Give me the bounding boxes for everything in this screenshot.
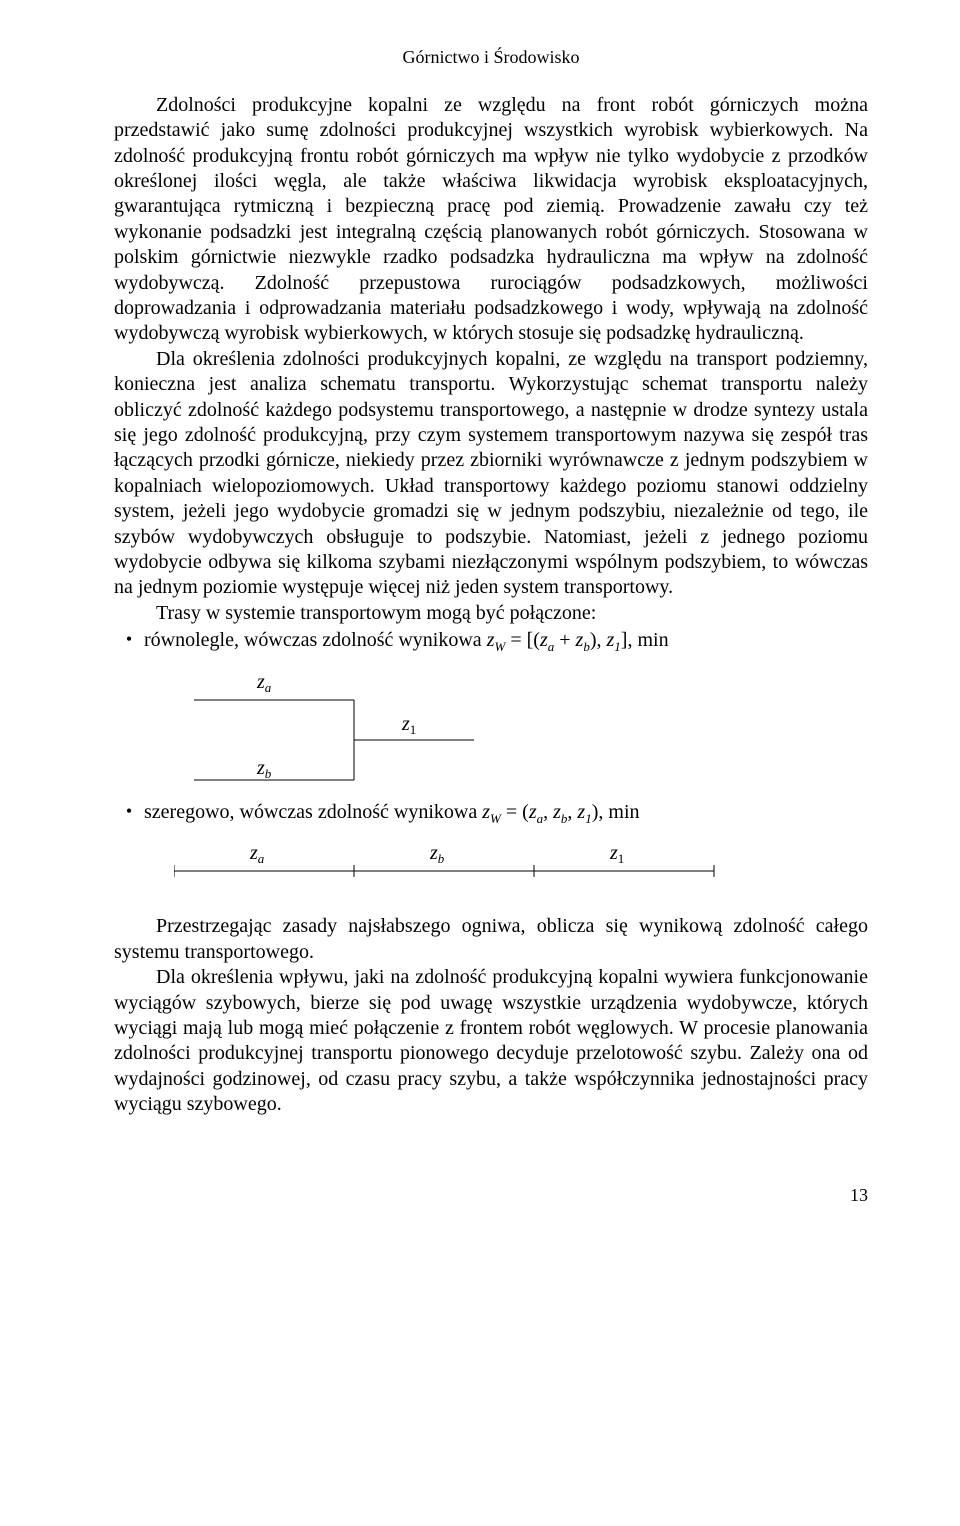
formula2-zb: zb (553, 801, 567, 823)
bullet-parallel-text: równolegle, wówczas zdolność wynikowa zW… (144, 628, 868, 656)
bullet-series-prefix: szeregowo, wówczas zdolność wynikowa (144, 801, 482, 823)
formula2-zw: zW (482, 801, 501, 823)
bullet-series-text: szeregowo, wówczas zdolność wynikowa zW … (144, 800, 868, 828)
diagram-series-svg: za zb z1 (174, 837, 734, 887)
bullet-series: • szeregowo, wówczas zdolność wynikowa z… (114, 800, 868, 828)
bullet-parallel: • równolegle, wówczas zdolność wynikowa … (114, 628, 868, 656)
paragraph-1: Zdolności produkcyjne kopalni ze względu… (114, 93, 868, 347)
bullet-icon: • (114, 628, 144, 656)
page-number: 13 (114, 1184, 868, 1207)
diagram2-label-za: za (249, 842, 265, 866)
formula-zb: zb (576, 629, 590, 651)
formula-zw: zW (487, 629, 506, 651)
formula-za: za (540, 629, 554, 651)
formula2-z1: z1 (577, 801, 591, 823)
diagram-label-zb: zb (256, 757, 272, 781)
page: Górnictwo i Środowisko Zdolności produkc… (0, 0, 960, 1248)
bullet-parallel-prefix: równolegle, wówczas zdolność wynikowa (144, 629, 487, 651)
bullet-series-suffix: , min (598, 801, 639, 823)
bullet-parallel-suffix: , min (627, 629, 668, 651)
diagram-label-z1: z1 (401, 713, 416, 737)
diagram-series: za zb z1 (174, 837, 868, 894)
diagram2-label-z1: z1 (609, 842, 624, 866)
diagram-parallel-svg: za zb z1 (194, 666, 494, 792)
diagram-label-za: za (256, 671, 272, 695)
formula2-za: za (529, 801, 543, 823)
paragraph-4: Przestrzegając zasady najsłabszego ogniw… (114, 914, 868, 965)
paragraph-5: Dla określenia wpływu, jaki na zdolność … (114, 965, 868, 1117)
diagram-parallel: za zb z1 (194, 666, 868, 792)
diagram2-label-zb: zb (429, 842, 445, 866)
bullet-icon: • (114, 800, 144, 828)
running-head: Górnictwo i Środowisko (114, 46, 868, 69)
paragraph-2: Dla określenia zdolności produkcyjnych k… (114, 347, 868, 601)
formula-z1: z1 (606, 629, 620, 651)
paragraph-3: Trasy w systemie transportowym mogą być … (114, 601, 868, 626)
